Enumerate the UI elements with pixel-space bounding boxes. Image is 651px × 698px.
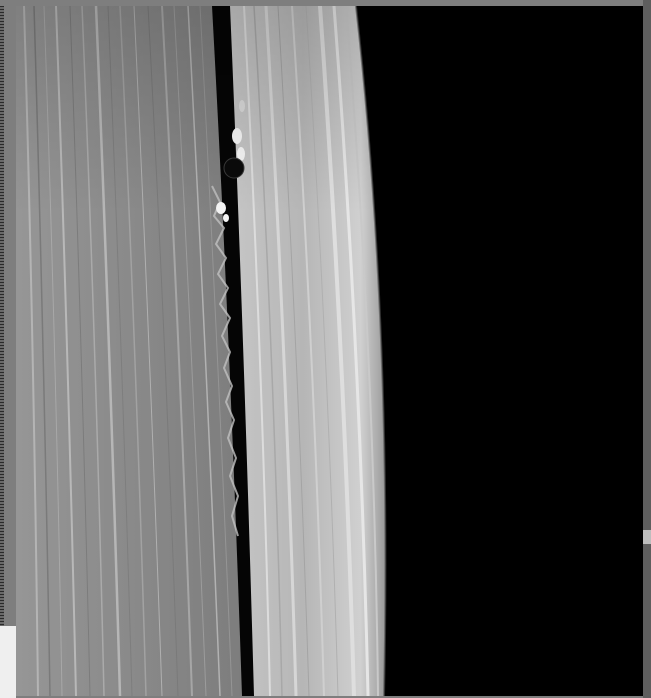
ring-photograph [16, 6, 643, 696]
bottom-left-blank [0, 626, 16, 698]
right-edge-mark [643, 530, 651, 544]
ring-image-svg [16, 6, 643, 696]
top-vignette [16, 6, 643, 696]
right-edge-strip [643, 0, 651, 698]
left-edge-strip [0, 6, 4, 626]
